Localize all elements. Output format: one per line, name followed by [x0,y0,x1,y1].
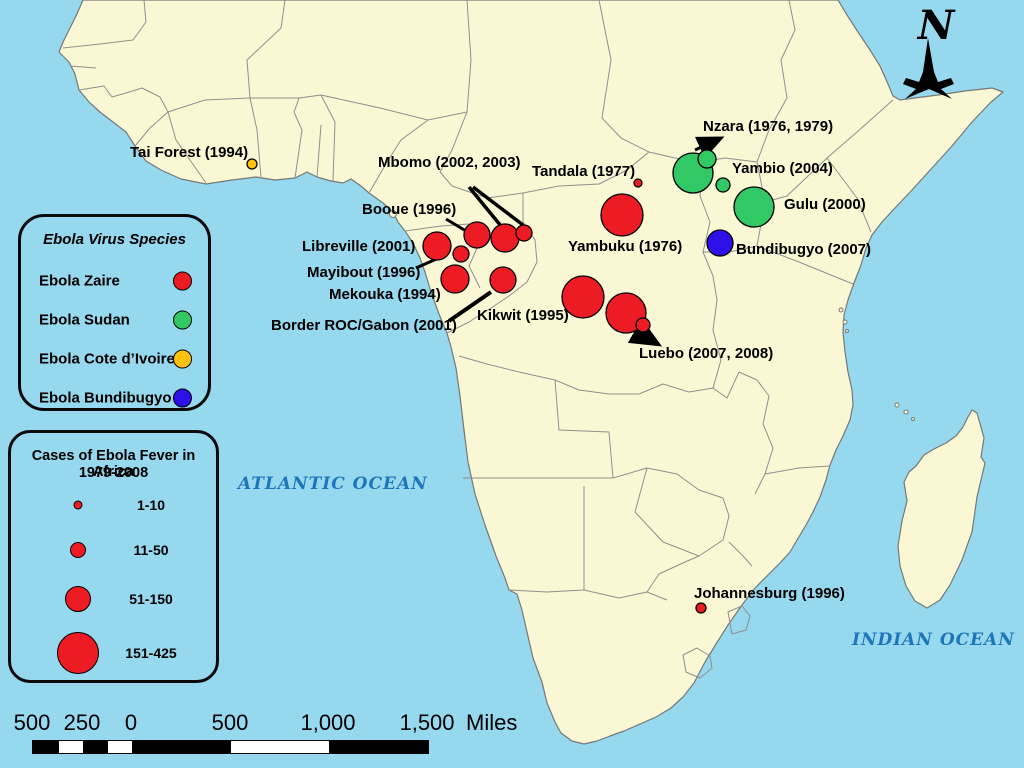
scale-segment [132,741,231,753]
outbreak-markers [246,149,775,614]
scale-segment [59,741,83,753]
bundibugyo-label: Bundibugyo (2007) [736,241,872,258]
cases-size-dot-11-50 [70,542,86,558]
scale-tick-label: 1,000 [300,710,356,735]
marker-mbomo-2003 [515,224,533,242]
legend-virus-species: Ebola Virus Species Ebola Zaire Ebola Sud… [18,214,211,411]
scale-unit-label: Miles [466,710,518,735]
tandala-label: Tandala (1977) [532,163,636,180]
atlantic-ocean-label: ATLANTIC OCEAN [238,474,428,494]
country-borders [62,0,894,679]
luebo-label: Luebo (2007, 2008) [639,345,774,362]
cases-size-label: 51-150 [129,591,173,607]
legend-cases-title-line1: Cases of Ebola Fever in Africa [31,448,196,480]
booue-line [445,217,467,233]
legend-species-row-cote_divoire: Ebola Cote d’Ivoire [21,345,208,373]
scale-tick-label: 500 [13,710,51,735]
legend-species-row-sudan: Ebola Sudan [21,306,208,334]
mbomo-label: Mbomo (2002, 2003) [378,154,521,171]
cases-size-label: 11-50 [133,542,169,558]
scale-segment [108,741,132,753]
border-roc-gabon-label: Border ROC/Gabon (2001) [271,317,457,334]
marker-border-roc-gabon [489,266,517,294]
marker-johannesburg [695,602,707,614]
mekouka-label: Mekouka (1994) [329,286,441,303]
johannesburg-label: Johannesburg (1996) [694,585,845,602]
marker-yambio [715,177,731,193]
scale-segment [329,741,428,753]
marker-mekouka [440,264,470,294]
yambio-label: Yambio (2004) [732,160,833,177]
north-label: N [917,2,955,49]
legend-cases: Cases of Ebola Fever in Africa 1979-2008… [8,430,219,683]
small-islands [389,210,915,421]
cases-size-dot-1-10 [73,500,83,510]
scale-tick-label: 0 [124,710,138,735]
legend-species-label: Ebola Bundibugyo [39,389,172,407]
legend-cases-title-line2: 1979-2008 [78,465,149,481]
scale-bar-strip [32,740,429,754]
cases-size-label: 151-425 [125,645,177,661]
legend-species-title: Ebola Virus Species [43,231,186,248]
cases-size-dot-151-425 [57,632,99,674]
scale-segment [33,741,59,753]
marker-libreville [422,231,452,261]
bundibugyo-color-swatch [173,388,192,408]
tai-forest-label: Tai Forest (1994) [130,144,249,161]
marker-tai-forest [246,158,258,170]
marker-kikwit [561,275,605,319]
sudan-color-swatch [173,310,192,330]
legend-species-label: Ebola Sudan [39,311,130,329]
marker-tandala [633,178,643,188]
marker-luebo-2008 [635,317,651,333]
marker-gulu [733,186,775,228]
libreville-label: Libreville (2001) [302,238,416,255]
mayibout-label: Mayibout (1996) [307,264,421,281]
marker-booue [463,221,491,249]
north-arrow-icon [903,38,954,99]
marker-nzara-small [697,149,717,169]
legend-species-row-zaire: Ebola Zaire [21,267,208,295]
nzara-label: Nzara (1976, 1979) [703,118,834,135]
scale-tick-label: 250 [63,710,101,735]
scale-tick-label: 1,500 [399,710,455,735]
cases-size-label: 1-10 [136,497,166,513]
marker-mayibout [452,245,470,263]
yambuku-label: Yambuku (1976) [568,238,683,255]
marker-bundibugyo [706,229,734,257]
cases-size-dot-51-150 [65,586,91,612]
border-line [447,290,493,323]
mbomo-line-1 [467,185,503,228]
booue-label: Booue (1996) [362,201,457,218]
luebo-arrow [627,318,663,347]
legend-species-row-bundibugyo: Ebola Bundibugyo [21,384,208,412]
africa-landmass [58,0,1004,745]
scale-tick-label: 500 [211,710,249,735]
scale-segment [83,741,108,753]
mbomo-line-2 [471,185,525,227]
zaire-color-swatch [173,271,192,291]
marker-mbomo-2002 [490,223,520,253]
nzara-arrow [694,136,725,159]
label-callout-lines [415,136,725,347]
scale-segment [231,741,329,753]
madagascar-island [897,409,986,609]
cote_divoire-color-swatch [173,349,192,369]
legend-species-label: Ebola Zaire [39,272,120,290]
gulu-label: Gulu (2000) [784,196,866,213]
marker-yambuku [600,193,644,237]
legend-species-label: Ebola Cote d’Ivoire [39,350,175,368]
kikwit-label: Kikwit (1995) [477,307,569,324]
indian-ocean-label: INDIAN OCEAN [852,630,1015,650]
